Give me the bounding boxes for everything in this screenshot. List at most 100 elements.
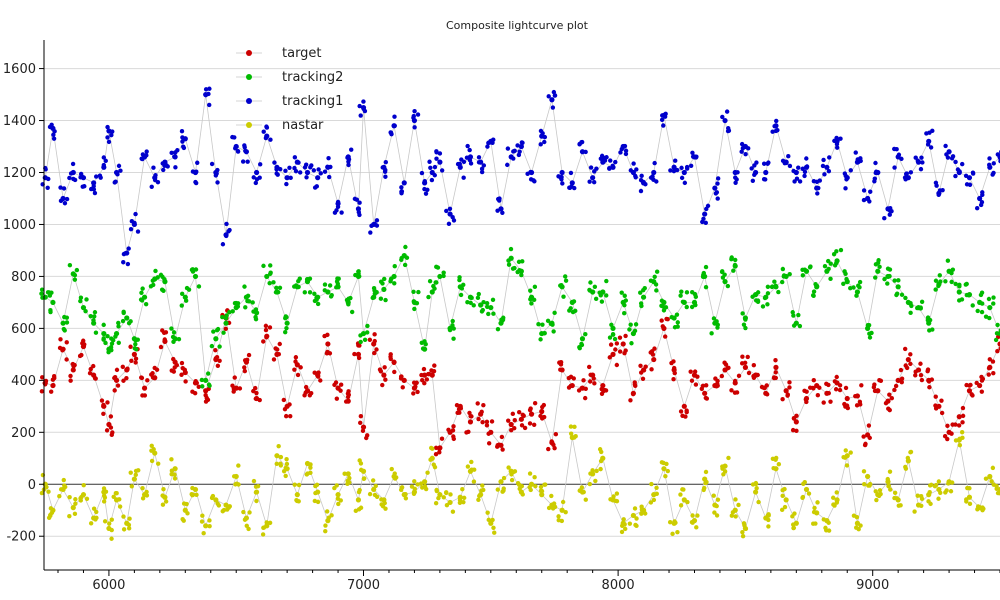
data-point-cluster bbox=[599, 299, 605, 304]
data-point bbox=[429, 289, 435, 295]
data-point-cluster bbox=[114, 367, 120, 373]
data-point-cluster bbox=[450, 509, 456, 514]
data-point-cluster bbox=[672, 325, 678, 330]
data-point-cluster bbox=[468, 300, 473, 306]
data-point-cluster bbox=[481, 402, 486, 408]
data-point-cluster bbox=[108, 425, 114, 430]
data-point-cluster bbox=[834, 249, 839, 254]
data-point bbox=[752, 489, 759, 495]
data-point-cluster bbox=[883, 400, 889, 406]
data-point-cluster bbox=[431, 368, 437, 374]
data-point-cluster bbox=[949, 480, 955, 485]
data-point-cluster bbox=[652, 346, 657, 351]
data-point-cluster bbox=[909, 303, 914, 309]
data-point-cluster bbox=[943, 279, 948, 284]
data-point-cluster bbox=[861, 469, 867, 474]
data-point-cluster bbox=[522, 425, 528, 431]
data-point-cluster bbox=[103, 489, 109, 494]
data-point-cluster bbox=[261, 263, 266, 269]
data-point-cluster bbox=[754, 486, 759, 491]
data-point-cluster bbox=[103, 158, 108, 164]
data-point-cluster bbox=[811, 509, 817, 515]
data-point-cluster bbox=[527, 421, 533, 426]
legend-label: tracking2 bbox=[282, 70, 343, 85]
data-point-cluster bbox=[346, 302, 351, 307]
data-point-cluster bbox=[684, 408, 689, 413]
data-point-cluster bbox=[639, 507, 645, 512]
data-point-cluster bbox=[46, 176, 51, 182]
data-point-cluster bbox=[173, 165, 178, 170]
data-point-cluster bbox=[781, 274, 787, 279]
data-point-cluster bbox=[734, 390, 740, 395]
data-point-cluster bbox=[91, 183, 96, 189]
data-point-cluster bbox=[790, 522, 796, 527]
data-point-cluster bbox=[540, 131, 545, 136]
data-point-cluster bbox=[150, 371, 155, 376]
data-point bbox=[182, 294, 188, 300]
data-point-cluster bbox=[111, 494, 116, 500]
data-point-cluster bbox=[158, 344, 164, 350]
data-point-cluster bbox=[441, 270, 446, 275]
data-point-cluster bbox=[334, 285, 339, 290]
data-point-cluster bbox=[764, 392, 770, 397]
data-point-cluster bbox=[614, 362, 620, 368]
data-point-cluster bbox=[241, 509, 246, 515]
data-point-cluster bbox=[383, 159, 389, 165]
data-point-cluster bbox=[811, 289, 817, 294]
data-point-cluster bbox=[392, 369, 397, 375]
data-point-cluster bbox=[382, 276, 387, 282]
data-point-cluster bbox=[551, 501, 557, 506]
data-point-cluster bbox=[969, 392, 974, 397]
data-point-cluster bbox=[268, 271, 273, 277]
data-point-cluster bbox=[433, 451, 439, 457]
data-point-cluster bbox=[67, 175, 72, 181]
data-point-cluster bbox=[604, 278, 609, 284]
data-point-cluster bbox=[481, 300, 486, 305]
data-point-cluster bbox=[486, 517, 491, 523]
data-point-cluster bbox=[372, 221, 377, 227]
data-point-cluster bbox=[193, 180, 199, 186]
data-point-cluster bbox=[206, 382, 212, 387]
data-point-cluster bbox=[358, 113, 363, 118]
data-point-cluster bbox=[896, 503, 901, 508]
data-point-cluster bbox=[368, 230, 373, 235]
data-point-cluster bbox=[203, 399, 209, 404]
data-point-cluster bbox=[346, 162, 351, 168]
data-point bbox=[956, 289, 962, 295]
data-point-cluster bbox=[957, 169, 962, 174]
data-point-cluster bbox=[451, 424, 456, 429]
data-point-cluster bbox=[426, 371, 431, 377]
data-point-cluster bbox=[743, 526, 749, 531]
data-point bbox=[651, 356, 657, 363]
data-point-cluster bbox=[862, 482, 867, 487]
data-point-cluster bbox=[740, 529, 745, 535]
data-point-cluster bbox=[791, 323, 797, 328]
data-point-cluster bbox=[991, 370, 996, 376]
data-point-cluster bbox=[558, 283, 563, 288]
data-point-cluster bbox=[115, 383, 121, 388]
data-point-cluster bbox=[349, 309, 355, 315]
data-point bbox=[722, 117, 728, 124]
data-point-cluster bbox=[112, 180, 117, 185]
data-point-cluster bbox=[267, 520, 273, 526]
data-point-cluster bbox=[80, 184, 85, 189]
data-point-cluster bbox=[458, 292, 464, 298]
data-point-cluster bbox=[416, 289, 421, 295]
data-point-cluster bbox=[903, 177, 908, 182]
data-point-cluster bbox=[885, 476, 890, 482]
data-point-cluster bbox=[649, 367, 654, 372]
data-point-cluster bbox=[129, 358, 134, 364]
data-point-cluster bbox=[678, 293, 683, 298]
data-point-cluster bbox=[414, 300, 420, 306]
data-point-cluster bbox=[500, 210, 505, 215]
data-point-cluster bbox=[373, 483, 378, 489]
data-point-cluster bbox=[925, 317, 931, 323]
data-point-cluster bbox=[313, 490, 318, 496]
data-point-cluster bbox=[314, 295, 319, 300]
data-point-cluster bbox=[950, 267, 956, 272]
data-point-cluster bbox=[45, 185, 50, 191]
data-point-cluster bbox=[43, 378, 49, 384]
data-point-cluster bbox=[587, 481, 593, 487]
data-point-cluster bbox=[233, 482, 238, 487]
data-point-cluster bbox=[298, 170, 303, 175]
